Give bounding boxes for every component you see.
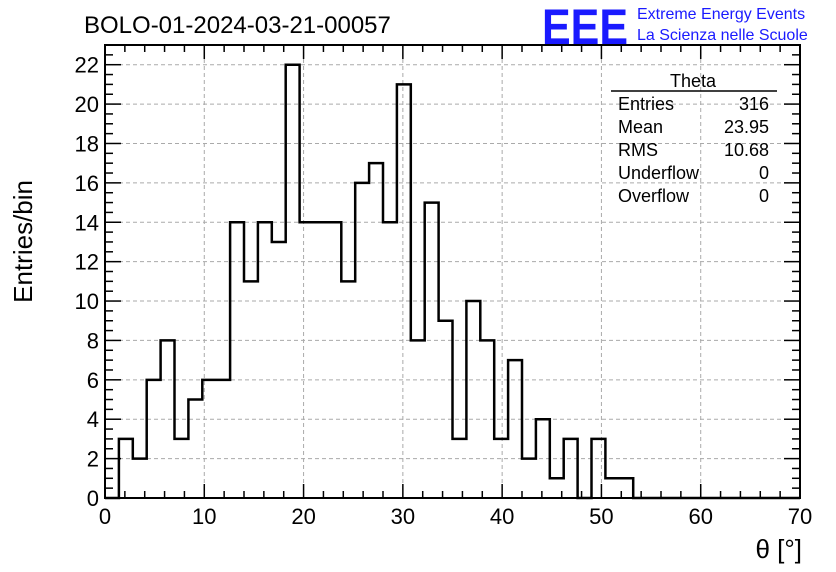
grid bbox=[105, 45, 800, 498]
y-tick-label: 18 bbox=[75, 131, 99, 156]
stats-row-value: 0 bbox=[759, 163, 769, 183]
y-tick-label: 4 bbox=[87, 407, 99, 432]
x-tick-label: 50 bbox=[589, 504, 613, 529]
y-tick-label: 6 bbox=[87, 368, 99, 393]
x-tick-label: 30 bbox=[391, 504, 415, 529]
stats-row-label: Overflow bbox=[618, 186, 690, 206]
x-tick-label: 70 bbox=[788, 504, 812, 529]
logo-mark: EEE bbox=[542, 0, 628, 55]
stats-row-value: 316 bbox=[739, 94, 769, 114]
logo-line-1: Extreme Energy Events bbox=[637, 6, 805, 23]
eee-logo: EEE Extreme Energy Events La Scienza nel… bbox=[542, 0, 808, 55]
y-tick-labels: 0 2 4 6 8 10 12 14 16 18 20 22 bbox=[75, 53, 99, 511]
y-axis-title: Entries/bin bbox=[8, 180, 38, 303]
y-tick-label: 0 bbox=[87, 486, 99, 511]
x-tick-label: 10 bbox=[192, 504, 216, 529]
stats-row-label: Entries bbox=[618, 94, 674, 114]
y-tick-label: 12 bbox=[75, 250, 99, 275]
axis-ticks bbox=[104, 44, 801, 499]
x-tick-label: 0 bbox=[99, 504, 111, 529]
y-tick-label: 8 bbox=[87, 328, 99, 353]
x-tick-label: 20 bbox=[291, 504, 315, 529]
x-axis-title: θ [°] bbox=[755, 534, 802, 564]
stats-row-label: Mean bbox=[618, 117, 663, 137]
logo-line-2: La Scienza nelle Scuole bbox=[637, 27, 808, 44]
stats-row-label: RMS bbox=[618, 140, 658, 160]
y-tick-label: 16 bbox=[75, 171, 99, 196]
stats-name: Theta bbox=[670, 71, 717, 91]
x-tick-label: 60 bbox=[688, 504, 712, 529]
y-tick-label: 20 bbox=[75, 92, 99, 117]
stats-row-value: 23.95 bbox=[724, 117, 769, 137]
stats-box: Theta Entries 316 Mean 23.95 RMS 10.68 Underfl… bbox=[611, 71, 777, 206]
stats-row-value: 0 bbox=[759, 186, 769, 206]
y-tick-label: 2 bbox=[87, 447, 99, 472]
stats-row-value: 10.68 bbox=[724, 140, 769, 160]
x-tick-label: 40 bbox=[490, 504, 514, 529]
chart-title: BOLO-01-2024-03-21-00057 bbox=[84, 12, 391, 39]
stats-row-label: Underflow bbox=[618, 163, 700, 183]
y-tick-label: 14 bbox=[75, 210, 99, 235]
y-tick-label: 22 bbox=[75, 53, 99, 78]
histogram-outline bbox=[105, 63, 800, 500]
y-tick-label: 10 bbox=[75, 289, 99, 314]
x-tick-labels: 0 10 20 30 40 50 60 70 bbox=[99, 504, 812, 529]
